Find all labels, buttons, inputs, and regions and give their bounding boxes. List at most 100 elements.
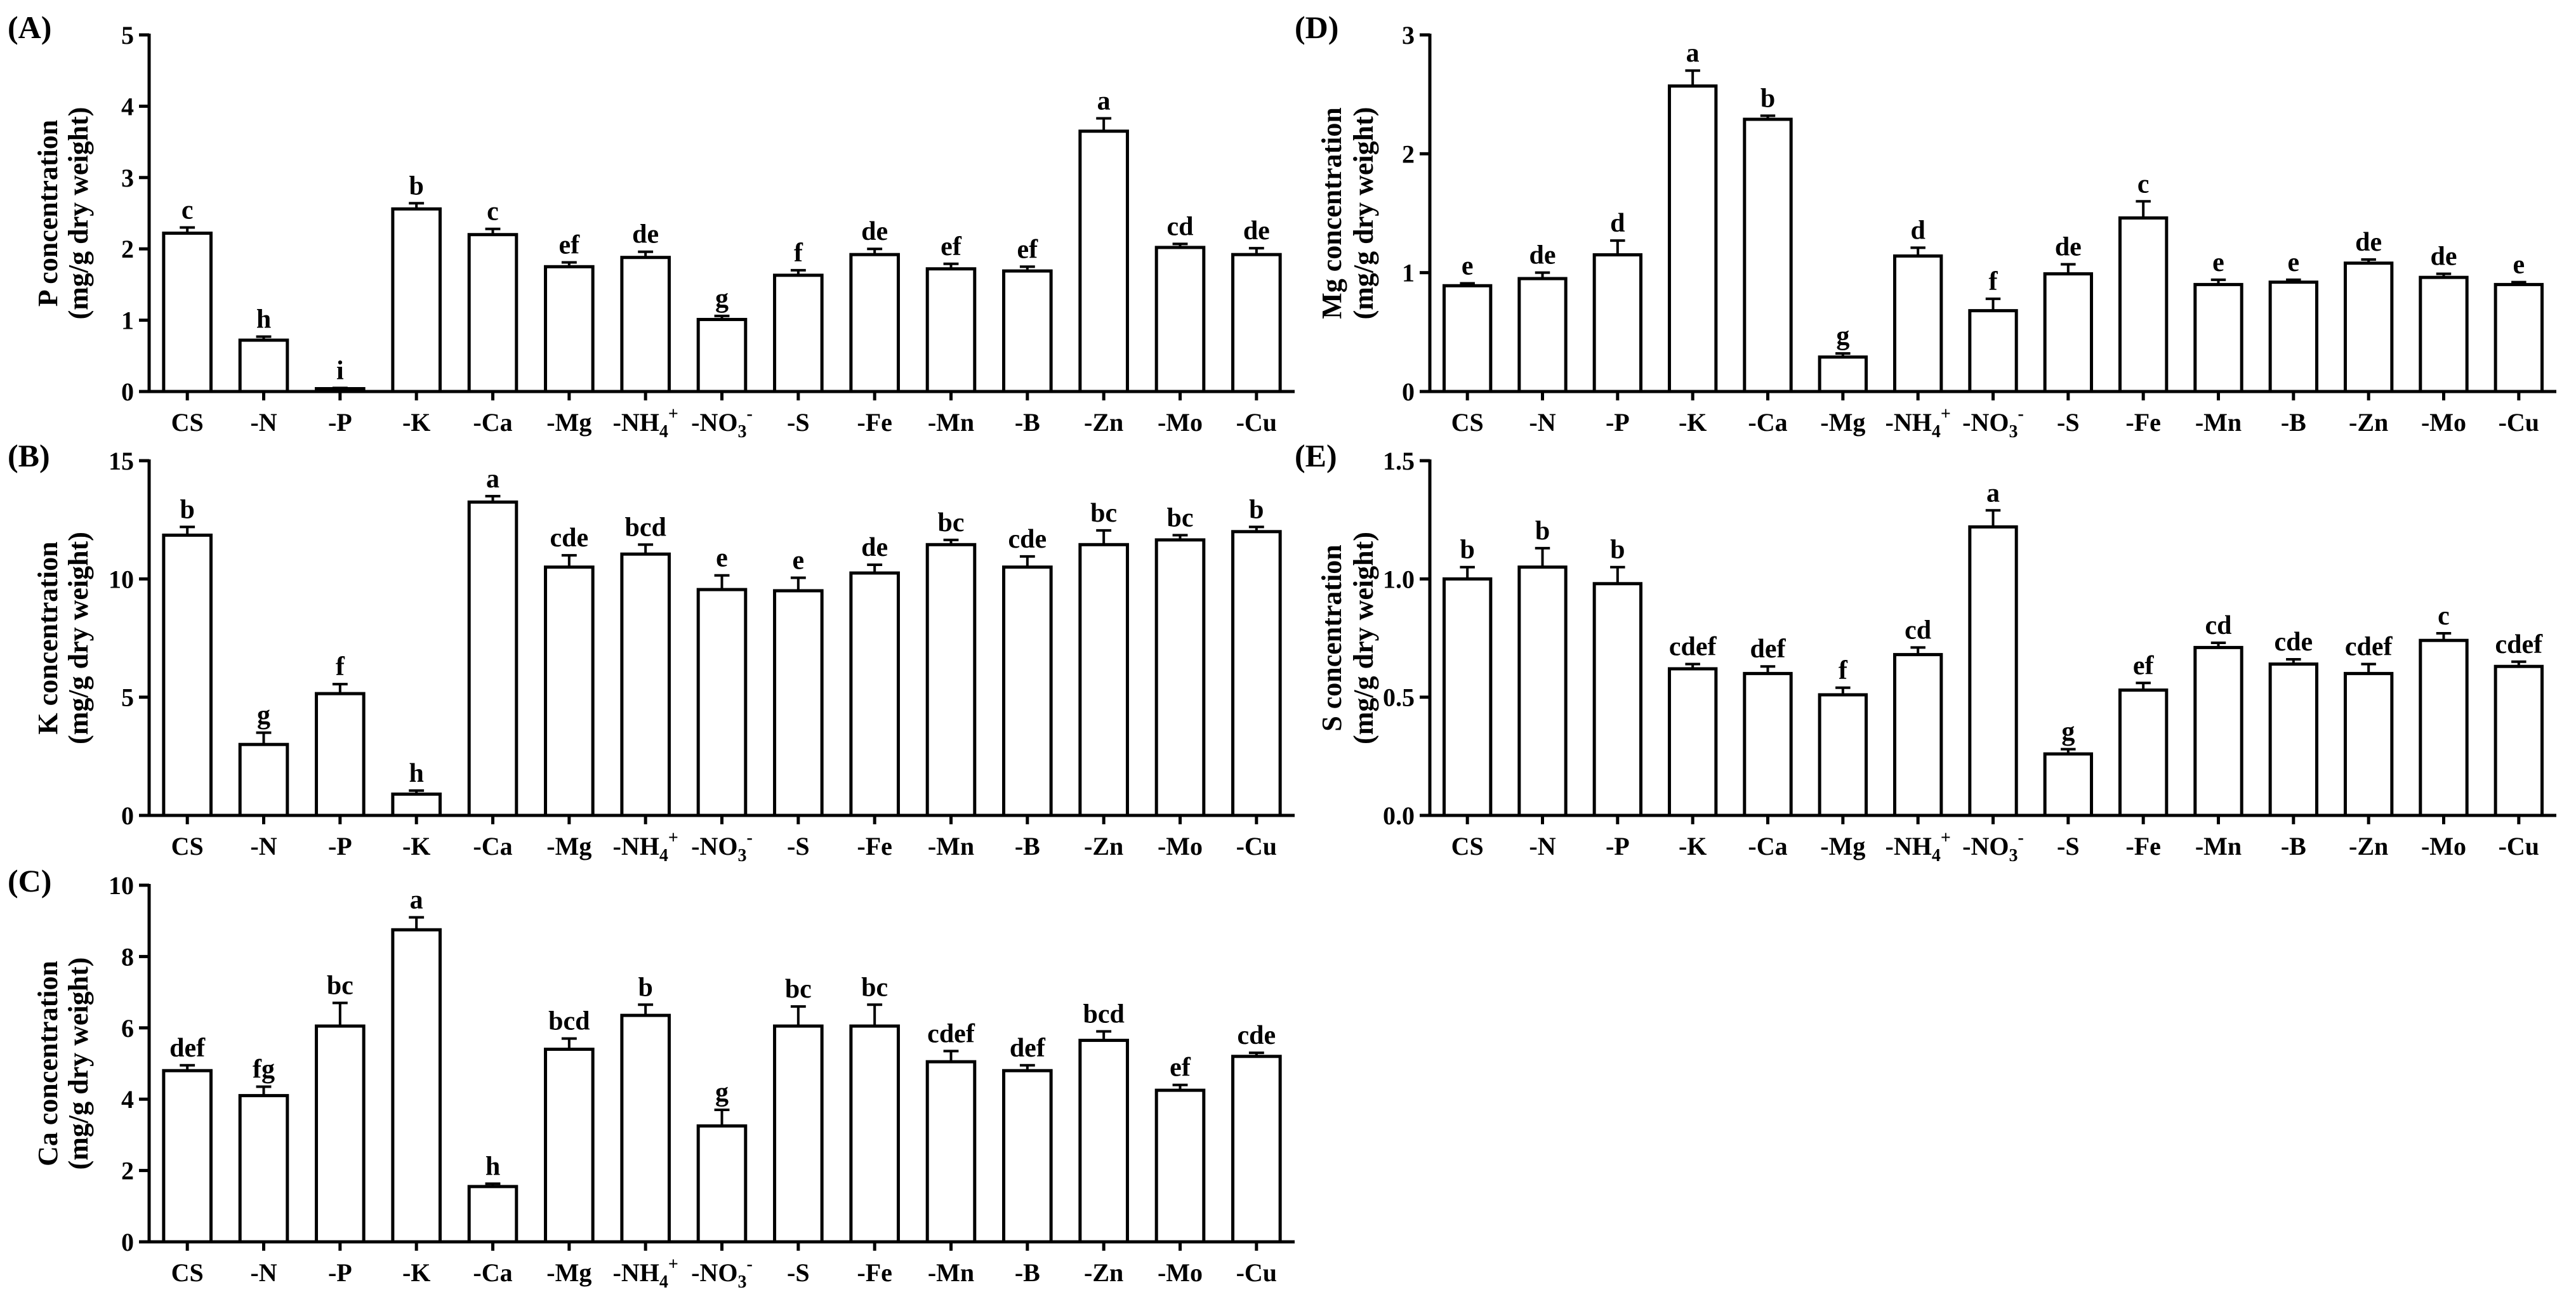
significance-letter: ef [941, 232, 962, 261]
significance-letter: fg [253, 1055, 275, 1084]
error-bar [1985, 509, 2001, 527]
error-bar [1248, 247, 1264, 255]
error-bar [2511, 660, 2526, 667]
significance-letter: a [1986, 478, 2000, 508]
category-label: -P [1606, 832, 1630, 860]
error-bar [409, 789, 425, 794]
y-axis-label: S concentration [1316, 544, 1347, 732]
category-label: -NO3- [691, 1255, 753, 1292]
significance-letter: h [409, 759, 423, 788]
category-label: -Mg [1820, 408, 1865, 437]
error-bar [332, 683, 348, 694]
significance-letter: b [180, 495, 194, 524]
y-axis-label: (mg/g dry weight) [63, 958, 94, 1170]
significance-letter: g [2061, 718, 2075, 747]
significance-letter: cde [550, 524, 589, 553]
panel-label: (C) [8, 863, 51, 899]
category-label: -S [2057, 408, 2080, 437]
significance-letter: de [861, 217, 888, 246]
significance-letter: b [1535, 517, 1550, 546]
error-bar [867, 563, 883, 574]
significance-letter: b [1249, 495, 1264, 524]
error-bar [2286, 658, 2301, 664]
error-bar [790, 576, 806, 591]
error-bar [2361, 662, 2376, 674]
panel-label: (E) [1295, 438, 1337, 473]
category-label: -N [250, 1258, 277, 1287]
significance-letter: de [632, 220, 659, 249]
bar [2118, 688, 2169, 817]
category-label: -S [787, 408, 810, 437]
panel-d: (D) Mg concentration (mg/g dry weight) 0 1 2 3… [1295, 10, 2556, 442]
category-label: -K [1679, 408, 1707, 437]
category-label: -Zn [1084, 832, 1123, 860]
bar [2343, 671, 2394, 817]
bar [1818, 355, 1868, 393]
error-bar [1685, 662, 1700, 669]
significance-letter: bcd [1083, 999, 1124, 1029]
panel-label: (D) [1295, 10, 1338, 45]
category-label: -Mg [546, 1258, 591, 1287]
significance-letter: de [861, 533, 888, 562]
significance-letter: bc [861, 973, 888, 1002]
bar [1154, 1088, 1206, 1244]
category-label: -Mo [1158, 1258, 1203, 1287]
significance-letter: cde [1238, 1021, 1276, 1050]
category-label: -NH4+ [1886, 404, 1951, 442]
significance-letter: d [1910, 216, 1925, 245]
error-bar [943, 1050, 959, 1062]
error-bar [1460, 565, 1475, 579]
category-label: -Mg [546, 408, 591, 437]
error-bar [638, 543, 654, 555]
bar [315, 1024, 366, 1244]
significance-letter: e [1462, 252, 1474, 281]
error-bar [2436, 632, 2452, 641]
bar [2193, 282, 2243, 393]
bar [1078, 129, 1129, 393]
category-label: -B [1015, 1258, 1040, 1287]
category-label: -NH4+ [613, 1255, 678, 1292]
significance-letter: g [257, 701, 270, 730]
bar [2419, 638, 2469, 817]
error-bar [1460, 282, 1475, 286]
y-tick-label: 0 [121, 801, 134, 830]
category-label: -Ca [473, 1258, 512, 1287]
bar [1517, 277, 1568, 393]
error-bar [180, 525, 195, 536]
category-label: -Mo [2421, 408, 2466, 437]
category-label: -N [250, 408, 277, 437]
error-bar [561, 1037, 577, 1050]
category-label: -NH4+ [613, 828, 678, 866]
panel-c: (C) Ca concentration (mg/g dry weight) 0 2 4 6… [8, 863, 1295, 1292]
error-bar [1172, 242, 1188, 247]
y-tick-label: 6 [121, 1014, 134, 1043]
bar [1002, 1069, 1053, 1244]
bar [1154, 246, 1206, 393]
bar [620, 256, 671, 393]
error-bar [2061, 748, 2076, 754]
bar [696, 588, 748, 817]
category-label: -Ca [473, 408, 512, 437]
significance-letter: cdef [2495, 630, 2544, 659]
significance-letter: bcd [548, 1007, 590, 1036]
category-label: -Fe [2125, 832, 2161, 860]
bar [2043, 272, 2094, 393]
bar [1592, 582, 1643, 817]
category-label: -Cu [2499, 832, 2539, 860]
significance-letter: def [169, 1034, 206, 1063]
significance-letter: ef [559, 231, 581, 260]
bar [773, 589, 824, 817]
category-label: -P [328, 408, 352, 437]
bar [162, 533, 213, 817]
bar [1002, 565, 1053, 817]
category-label: CS [171, 408, 204, 437]
error-bar [1019, 265, 1035, 272]
y-tick-label: 0.0 [1383, 801, 1415, 830]
error-bar [409, 916, 425, 930]
significance-letter: b [1460, 536, 1474, 565]
category-label: -Zn [2349, 408, 2388, 437]
error-bar [561, 261, 577, 267]
bar [1154, 538, 1206, 817]
significance-letter: e [2513, 251, 2525, 280]
error-bar [1096, 529, 1112, 545]
